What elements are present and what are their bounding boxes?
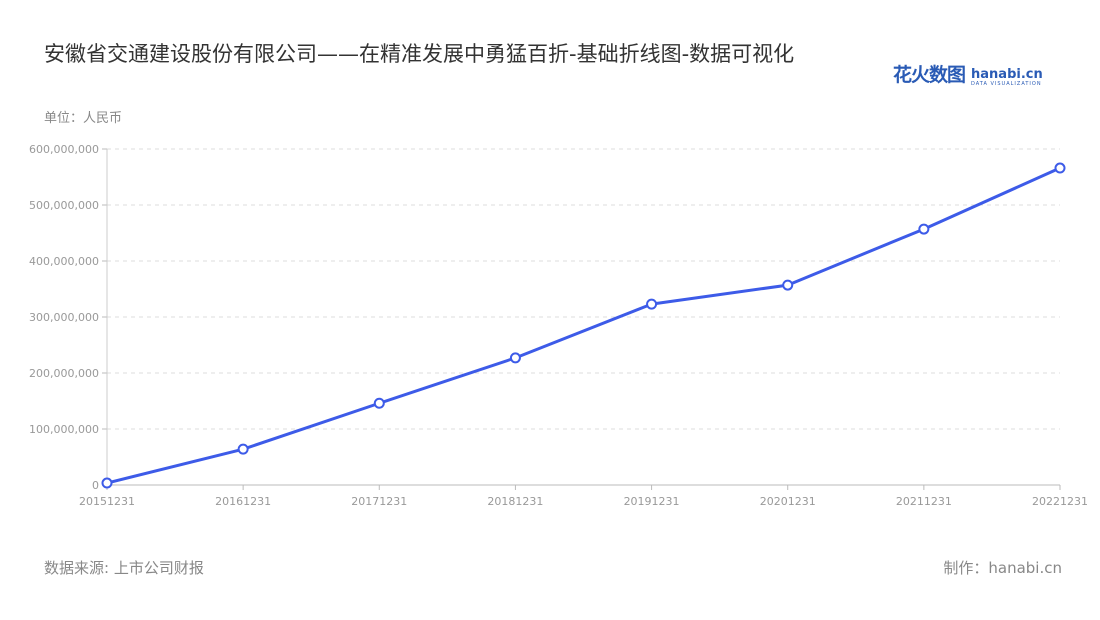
x-tick-label: 20211231 bbox=[896, 495, 952, 508]
maker-credit: 制作：hanabi.cn bbox=[943, 559, 1062, 577]
x-tick-label: 20171231 bbox=[351, 495, 407, 508]
x-tick-label: 20191231 bbox=[624, 495, 680, 508]
hanabi-logo: 花火数图 hanabi.cn DATA VISUALIZATION bbox=[893, 60, 1043, 87]
x-tick-label: 20161231 bbox=[215, 495, 271, 508]
data-point bbox=[1054, 162, 1066, 174]
y-tick-label: 400,000,000 bbox=[29, 255, 99, 268]
series-line bbox=[106, 166, 1061, 485]
y-tick-label: 100,000,000 bbox=[29, 423, 99, 436]
logo-en: hanabi.cn bbox=[971, 67, 1043, 82]
y-tick-label: 600,000,000 bbox=[29, 143, 99, 156]
data-point bbox=[918, 223, 930, 235]
data-point bbox=[782, 279, 794, 291]
chart-title: 安徽省交通建设股份有限公司——在精准发展中勇猛百折-基础折线图-数据可视化 bbox=[44, 42, 795, 66]
y-tick-label: 0 bbox=[92, 479, 99, 492]
data-point bbox=[509, 352, 521, 364]
data-point bbox=[646, 298, 658, 310]
logo-sub: DATA VISUALIZATION bbox=[971, 81, 1042, 87]
y-tick-label: 300,000,000 bbox=[29, 311, 99, 324]
x-tick-label: 20221231 bbox=[1032, 495, 1088, 508]
y-tick-label: 500,000,000 bbox=[29, 199, 99, 212]
data-point bbox=[373, 397, 385, 409]
x-tick-label: 20201231 bbox=[760, 495, 816, 508]
y-axis-label: 单位：人民币 bbox=[44, 111, 123, 126]
data-point bbox=[101, 477, 113, 489]
data-source: 数据来源: 上市公司财报 bbox=[44, 559, 204, 577]
logo-cn: 花火数图 bbox=[893, 64, 966, 86]
y-tick-label: 200,000,000 bbox=[29, 367, 99, 380]
data-point bbox=[237, 443, 249, 455]
x-tick-label: 20151231 bbox=[79, 495, 135, 508]
x-tick-label: 20181231 bbox=[487, 495, 543, 508]
